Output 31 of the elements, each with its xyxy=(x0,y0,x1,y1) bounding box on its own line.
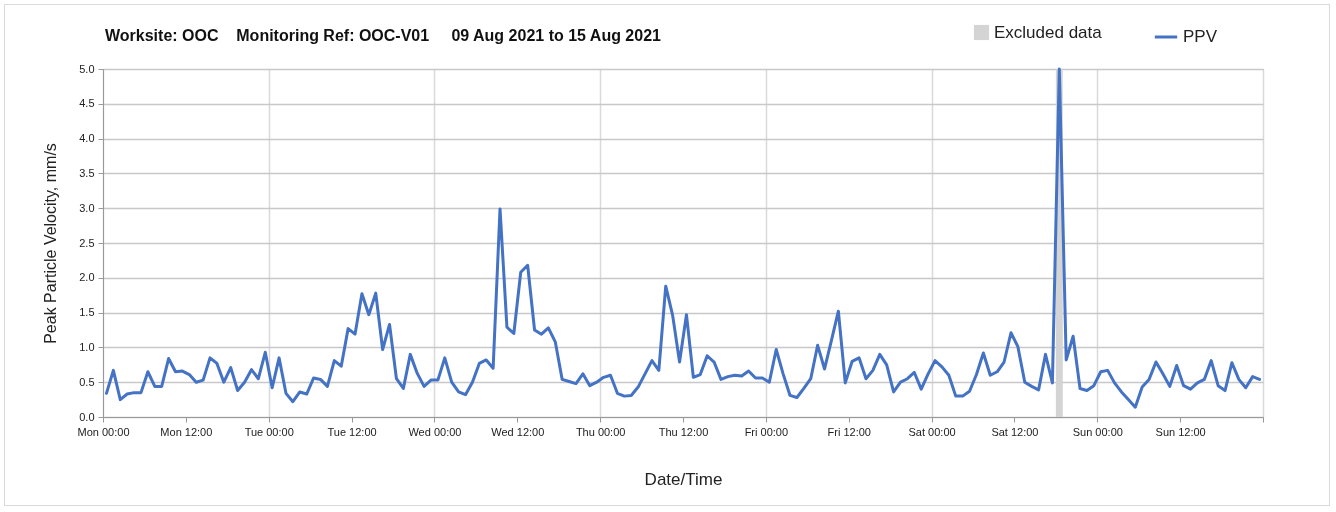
x-tick-label: Sat 00:00 xyxy=(908,425,956,438)
x-tick-label: Tue 00:00 xyxy=(244,425,294,438)
y-axis-title: Peak Particle Velocity, mm/s xyxy=(42,143,60,344)
x-tick-label: Fri 00:00 xyxy=(744,425,789,438)
x-tick-label: Tue 12:00 xyxy=(327,425,377,438)
x-axis-title: Date/Time xyxy=(644,469,723,489)
legend-label: PPV xyxy=(1183,27,1218,46)
y-tick-label: 5.0 xyxy=(79,62,95,75)
y-tick-label: 0.0 xyxy=(79,410,95,423)
y-tick-label: 4.0 xyxy=(79,132,95,145)
x-tick-label: Sun 00:00 xyxy=(1072,425,1123,438)
y-tick-label: 4.5 xyxy=(79,97,95,110)
x-tick-label: Wed 12:00 xyxy=(491,425,545,438)
x-tick-label: Fri 12:00 xyxy=(827,425,871,438)
y-tick-label: 2.5 xyxy=(79,236,95,249)
x-tick-label: Mon 00:00 xyxy=(77,425,130,438)
x-tick-label: Thu 00:00 xyxy=(575,425,626,438)
y-tick-label: 0.5 xyxy=(79,375,95,388)
y-tick-label: 1.0 xyxy=(79,340,95,353)
x-tick-label: Mon 12:00 xyxy=(160,425,213,438)
chart-title: Worksite: OOC Monitoring Ref: OOC-V01 09 Aug 2021 to 15 Aug 2021 xyxy=(105,27,662,44)
y-tick-label: 3.5 xyxy=(79,166,95,179)
y-tick-label: 2.0 xyxy=(79,271,95,284)
x-tick-label: Thu 12:00 xyxy=(658,425,709,438)
x-tick-label: Sat 12:00 xyxy=(991,425,1039,438)
x-tick-label: Wed 00:00 xyxy=(408,425,462,438)
y-tick-label: 1.5 xyxy=(79,306,95,319)
line-series xyxy=(104,67,1262,409)
x-tick-label: Sun 12:00 xyxy=(1155,425,1206,438)
band-label: Excluded data xyxy=(994,22,1103,42)
y-tick-label: 3.0 xyxy=(79,201,95,214)
